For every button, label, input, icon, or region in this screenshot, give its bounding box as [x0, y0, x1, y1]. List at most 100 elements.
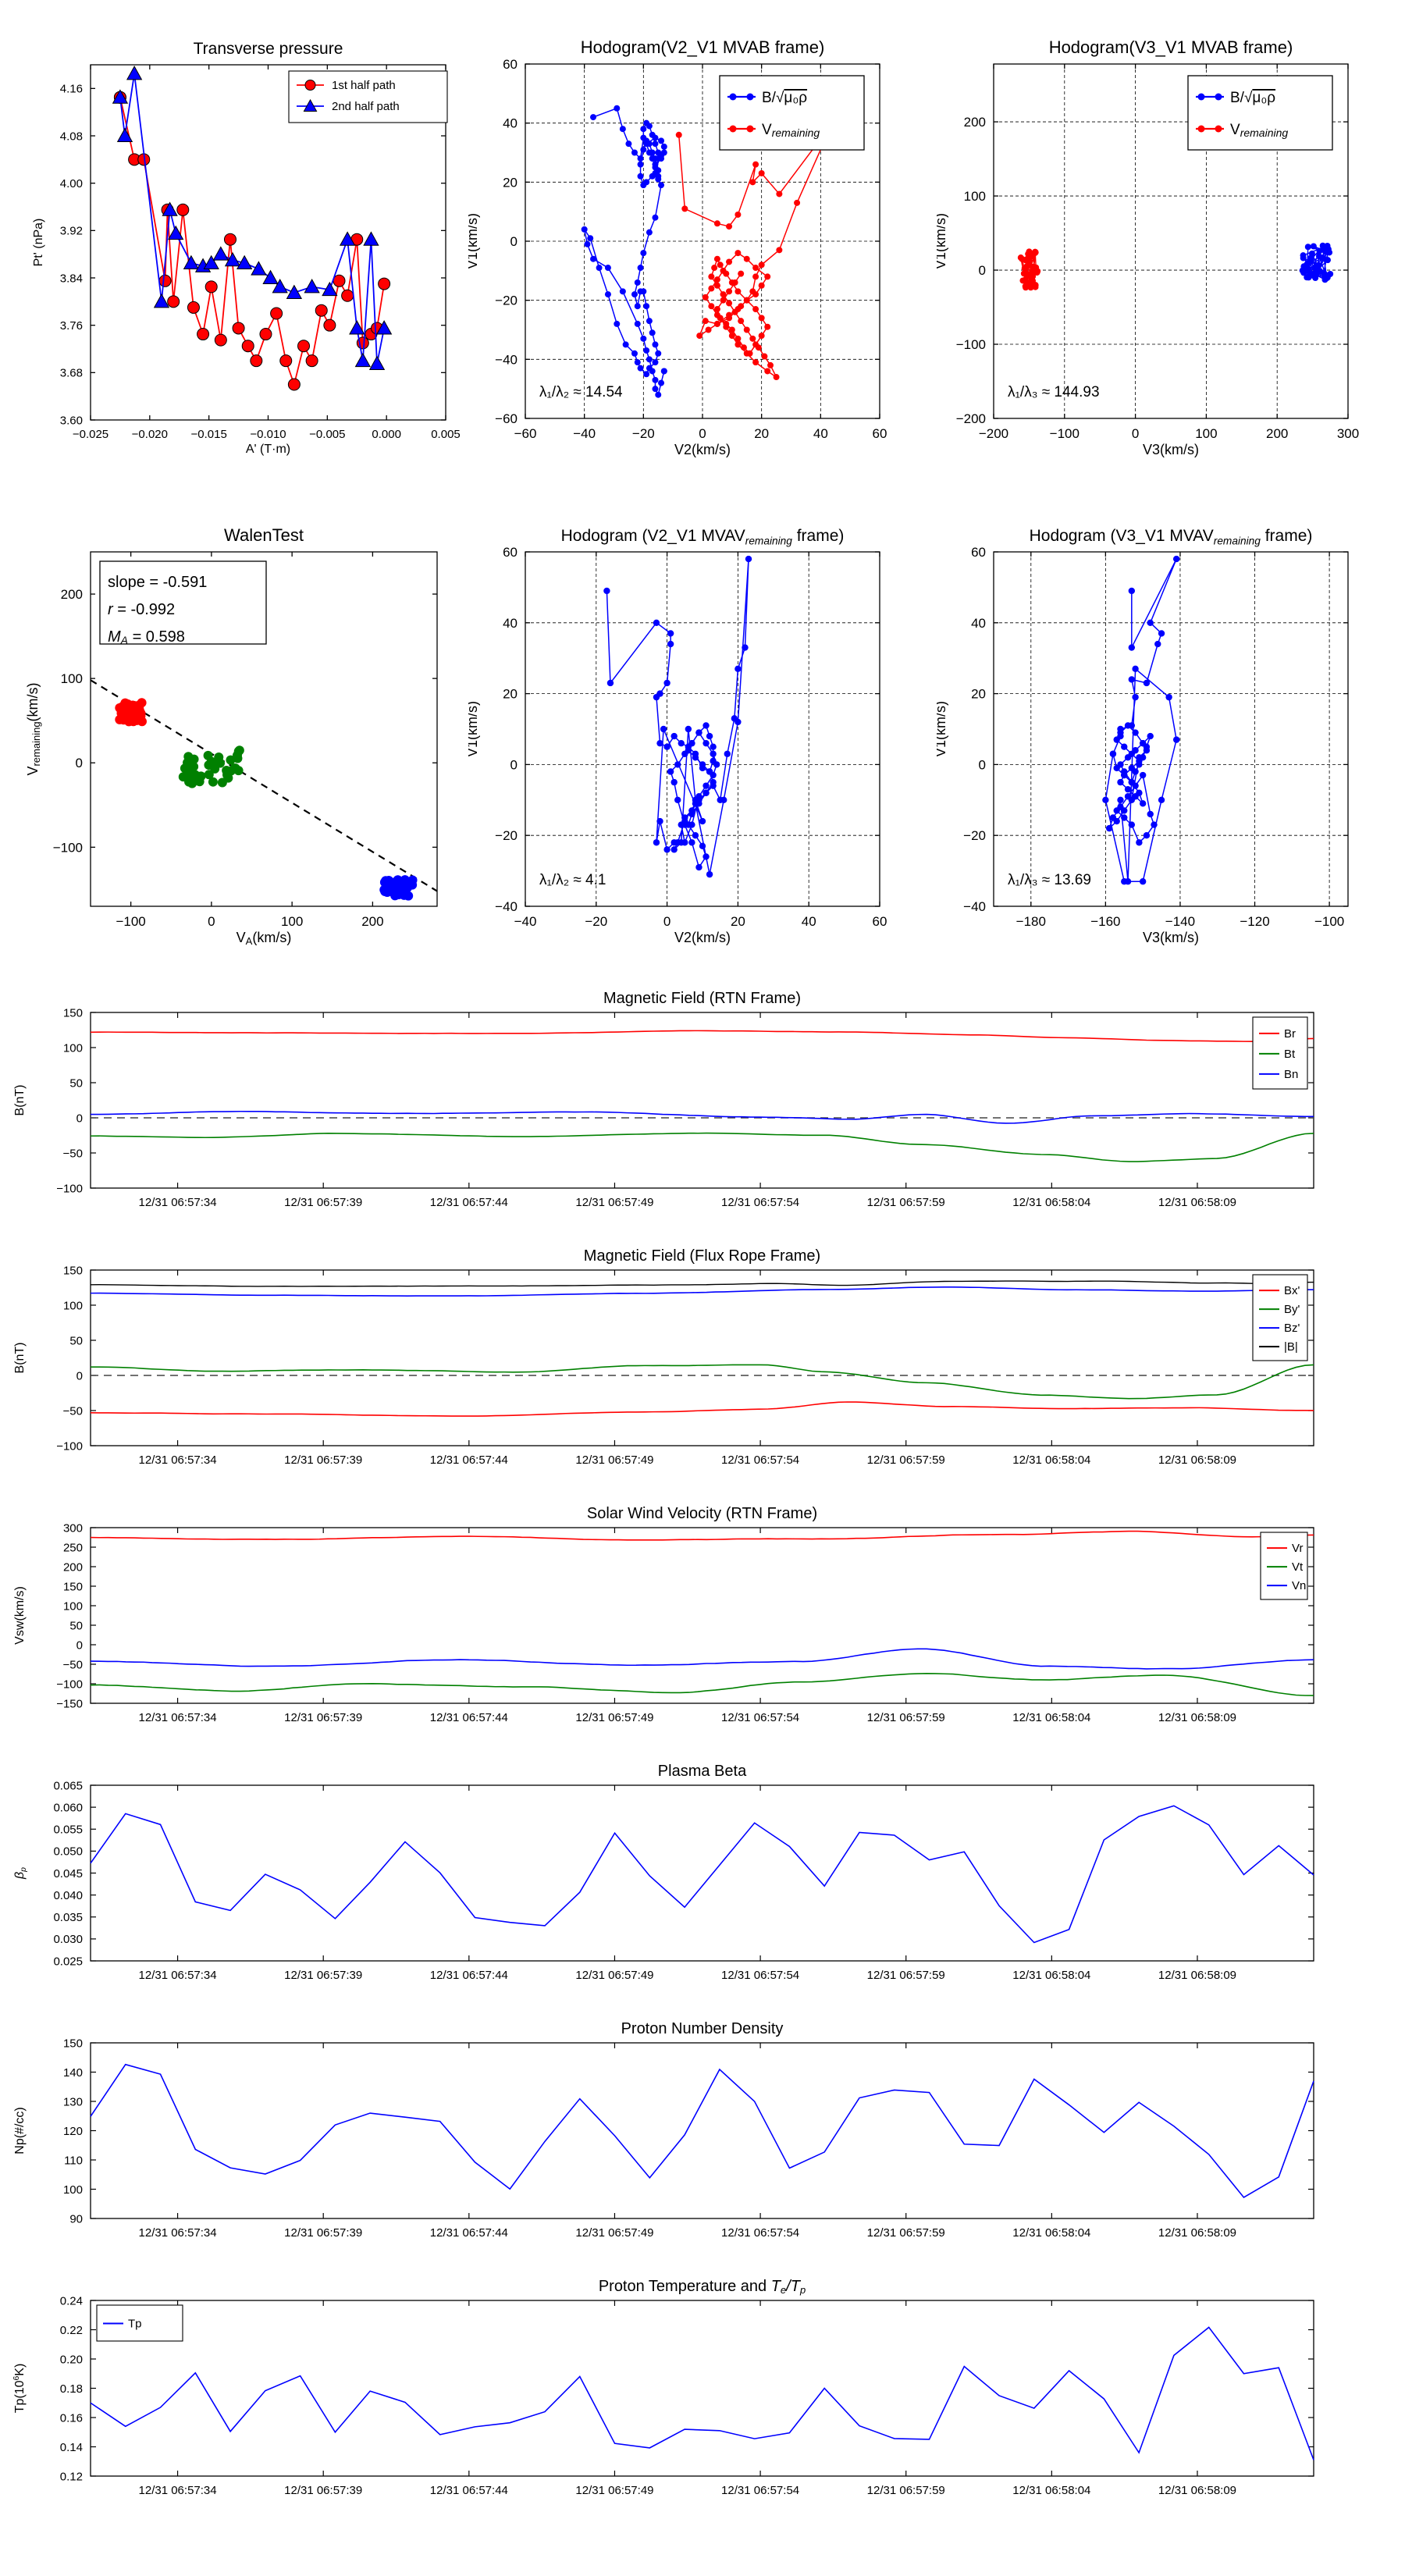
- svg-text:0.045: 0.045: [53, 1867, 83, 1880]
- svg-text:A' (T·m): A' (T·m): [246, 443, 290, 456]
- svg-text:B/√μ₀ρ: B/√μ₀ρ: [1230, 90, 1275, 106]
- svg-text:0.22: 0.22: [60, 2324, 83, 2337]
- svg-text:12/31 06:57:49: 12/31 06:57:49: [575, 1196, 653, 1209]
- svg-text:200: 200: [361, 914, 383, 929]
- svg-text:0.035: 0.035: [53, 1911, 83, 1924]
- svg-text:150: 150: [63, 1264, 83, 1277]
- svg-text:−0.025: −0.025: [73, 428, 108, 441]
- svg-text:0: 0: [979, 757, 986, 772]
- svg-text:0: 0: [76, 756, 83, 770]
- svg-text:Proton Number Density: Proton Number Density: [621, 2020, 784, 2037]
- svg-text:V1(km/s): V1(km/s): [937, 213, 948, 269]
- svg-text:−0.015: −0.015: [191, 428, 227, 441]
- svg-text:Proton Temperature and Te/Tp: Proton Temperature and Te/Tp: [599, 2278, 806, 2296]
- svg-text:12/31 06:57:39: 12/31 06:57:39: [284, 2484, 362, 2497]
- svg-text:−0.010: −0.010: [250, 428, 286, 441]
- svg-text:−40: −40: [573, 426, 596, 441]
- svg-text:12/31 06:57:54: 12/31 06:57:54: [721, 1453, 799, 1467]
- svg-text:12/31 06:58:04: 12/31 06:58:04: [1012, 1453, 1090, 1467]
- svg-text:Hodogram(V3_V1 MVAB frame): Hodogram(V3_V1 MVAB frame): [1049, 37, 1293, 57]
- svg-text:0.12: 0.12: [60, 2470, 83, 2483]
- svg-text:12/31 06:57:59: 12/31 06:57:59: [867, 1196, 945, 1209]
- svg-text:100: 100: [281, 914, 303, 929]
- svg-text:12/31 06:57:44: 12/31 06:57:44: [430, 2484, 508, 2497]
- svg-text:12/31 06:57:34: 12/31 06:57:34: [139, 2484, 217, 2497]
- svg-text:Tp: Tp: [128, 2317, 142, 2330]
- svg-text:Vn: Vn: [1292, 1579, 1306, 1592]
- svg-text:12/31 06:57:44: 12/31 06:57:44: [430, 1711, 508, 1724]
- svg-text:40: 40: [503, 616, 518, 631]
- svg-text:0.24: 0.24: [60, 2294, 83, 2307]
- svg-text:V2(km/s): V2(km/s): [674, 442, 731, 457]
- svg-text:12/31 06:58:09: 12/31 06:58:09: [1158, 2484, 1236, 2497]
- svg-text:slope = -0.591: slope = -0.591: [108, 574, 207, 591]
- svg-text:λ₁/λ₃ ≈ 13.69: λ₁/λ₃ ≈ 13.69: [1008, 872, 1091, 888]
- svg-text:3.76: 3.76: [60, 319, 83, 333]
- svg-text:0.065: 0.065: [53, 1779, 83, 1792]
- svg-text:20: 20: [503, 175, 518, 190]
- svg-text:0: 0: [699, 426, 706, 441]
- svg-text:12/31 06:57:54: 12/31 06:57:54: [721, 2226, 799, 2240]
- svg-text:100: 100: [61, 671, 83, 686]
- svg-text:100: 100: [63, 1599, 83, 1613]
- svg-text:−100: −100: [956, 337, 986, 352]
- svg-text:100: 100: [1195, 426, 1217, 441]
- svg-text:r = -0.992: r = -0.992: [108, 601, 175, 618]
- svg-text:40: 40: [813, 426, 828, 441]
- svg-text:12/31 06:58:04: 12/31 06:58:04: [1012, 1196, 1090, 1209]
- svg-text:12/31 06:58:09: 12/31 06:58:09: [1158, 2226, 1236, 2240]
- svg-text:0: 0: [76, 1369, 83, 1382]
- svg-text:0.14: 0.14: [60, 2441, 83, 2454]
- svg-text:12/31 06:57:59: 12/31 06:57:59: [867, 1453, 945, 1467]
- svg-text:100: 100: [63, 1041, 83, 1055]
- svg-text:0: 0: [1132, 426, 1139, 441]
- svg-text:V3(km/s): V3(km/s): [1143, 930, 1199, 945]
- svg-text:12/31 06:58:04: 12/31 06:58:04: [1012, 2484, 1090, 2497]
- svg-text:V2(km/s): V2(km/s): [674, 930, 731, 945]
- svg-text:12/31 06:58:04: 12/31 06:58:04: [1012, 1711, 1090, 1724]
- svg-text:12/31 06:58:09: 12/31 06:58:09: [1158, 1711, 1236, 1724]
- svg-text:150: 150: [63, 1006, 83, 1019]
- svg-text:200: 200: [61, 587, 83, 602]
- svg-text:0.005: 0.005: [431, 428, 461, 441]
- svg-text:20: 20: [971, 687, 986, 702]
- svg-text:V3(km/s): V3(km/s): [1143, 442, 1199, 457]
- svg-text:B/√μ₀ρ: B/√μ₀ρ: [762, 90, 807, 106]
- svg-text:4.08: 4.08: [60, 130, 83, 143]
- svg-text:120: 120: [63, 2125, 83, 2138]
- svg-text:0.040: 0.040: [53, 1889, 83, 1902]
- svg-text:−100: −100: [1314, 914, 1344, 929]
- svg-text:0: 0: [663, 914, 670, 929]
- svg-text:Bn: Bn: [1284, 1068, 1298, 1081]
- svg-text:12/31 06:57:49: 12/31 06:57:49: [575, 2484, 653, 2497]
- svg-text:−50: −50: [63, 1147, 83, 1160]
- svg-text:12/31 06:57:34: 12/31 06:57:34: [139, 2226, 217, 2240]
- svg-text:3.60: 3.60: [60, 414, 83, 427]
- svg-text:−100: −100: [56, 1678, 83, 1691]
- svg-text:60: 60: [873, 426, 887, 441]
- svg-text:0.16: 0.16: [60, 2411, 83, 2425]
- svg-text:Bz': Bz': [1284, 1322, 1300, 1335]
- svg-text:Bt: Bt: [1284, 1048, 1296, 1061]
- svg-text:Hodogram (V3_V1 MVAVremaining: Hodogram (V3_V1 MVAVremaining frame): [1030, 527, 1313, 547]
- svg-text:0.055: 0.055: [53, 1823, 83, 1837]
- svg-text:12/31 06:57:59: 12/31 06:57:59: [867, 2484, 945, 2497]
- svg-text:Transverse pressure: Transverse pressure: [194, 40, 343, 58]
- svg-text:−160: −160: [1090, 914, 1120, 929]
- svg-text:−60: −60: [495, 411, 518, 426]
- svg-text:−200: −200: [979, 426, 1008, 441]
- svg-text:Pt' (nPa): Pt' (nPa): [32, 219, 45, 267]
- svg-text:0: 0: [979, 263, 986, 278]
- svg-text:1st half path: 1st half path: [332, 79, 396, 92]
- svg-text:130: 130: [63, 2095, 83, 2108]
- svg-text:50: 50: [69, 1334, 83, 1347]
- svg-text:12/31 06:57:39: 12/31 06:57:39: [284, 1969, 362, 1982]
- svg-text:12/31 06:57:49: 12/31 06:57:49: [575, 1969, 653, 1982]
- svg-text:0: 0: [208, 914, 215, 929]
- svg-text:0.050: 0.050: [53, 1845, 83, 1859]
- svg-text:12/31 06:58:09: 12/31 06:58:09: [1158, 1453, 1236, 1467]
- svg-text:λ₁/λ₂ ≈ 4.1: λ₁/λ₂ ≈ 4.1: [539, 872, 606, 888]
- svg-text:20: 20: [503, 687, 518, 702]
- svg-text:60: 60: [873, 914, 887, 929]
- svg-text:3.68: 3.68: [60, 367, 83, 380]
